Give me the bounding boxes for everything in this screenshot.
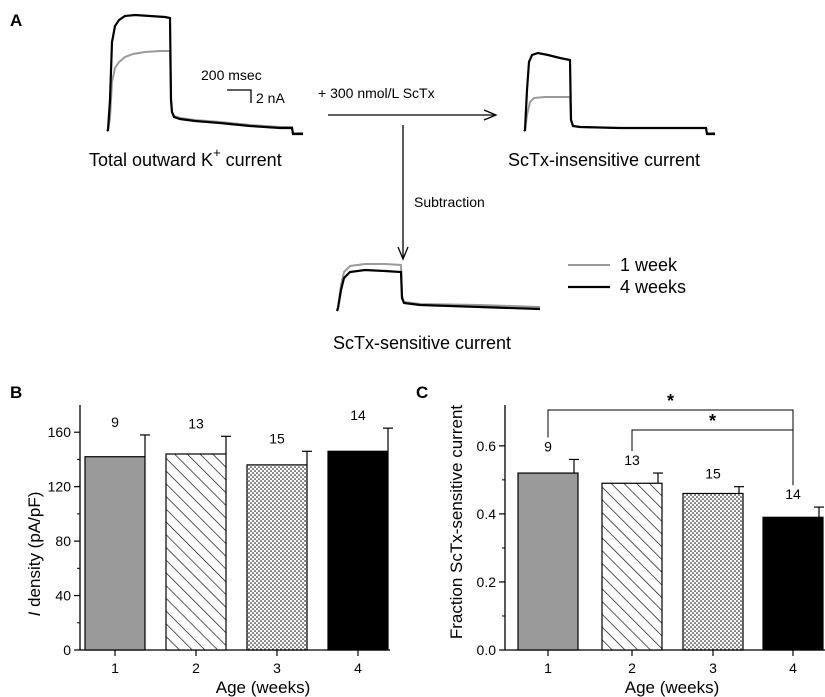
significance-star: *	[667, 391, 674, 411]
bar-week-3	[682, 492, 744, 651]
bar-week-1	[84, 456, 146, 651]
bar-week-2	[165, 453, 227, 651]
y-tick-label: 0.4	[477, 506, 497, 522]
y-tick-label: 0	[63, 642, 71, 658]
sensitive-current-label: ScTx-sensitive current	[333, 333, 511, 353]
scale-bar	[227, 89, 252, 103]
panel-b: B I density (pA/pF) Age (weeks) 0 40 80 120…	[10, 383, 393, 697]
drug-arrow-head	[483, 109, 498, 121]
significance-bracket	[631, 429, 794, 486]
n-label: 15	[705, 466, 721, 482]
y-tick-label: 0.2	[477, 574, 497, 590]
y-tick-label: 0.6	[477, 438, 497, 454]
panel-c-ylabel: Fraction ScTx-sensitive current	[447, 405, 466, 640]
y-tick-label: 120	[48, 479, 72, 495]
n-label: 14	[350, 407, 366, 423]
x-tick-label: 2	[628, 660, 636, 676]
panel-b-ylabel: I density (pA/pF)	[25, 492, 44, 617]
x-tick-label: 4	[354, 660, 362, 676]
panel-b-letter: B	[10, 383, 22, 402]
insensitive-current-traces	[523, 51, 715, 136]
panel-a: A 200 msec 2 nA Total outward K+ current…	[10, 11, 715, 353]
panel-b-xlabel: Age (weeks)	[216, 678, 310, 697]
n-label: 15	[269, 430, 285, 446]
drug-label: + 300 nmol/L ScTx	[318, 85, 435, 101]
x-tick-label: 3	[709, 660, 717, 676]
x-tick-label: 3	[273, 660, 281, 676]
scale-amp-label: 2 nA	[256, 90, 285, 106]
significance-bracket	[547, 409, 794, 486]
total-current-label: Total outward K+ current	[89, 145, 282, 170]
bar-week-4	[327, 450, 389, 651]
bar-week-1	[517, 472, 579, 651]
total-trace-4-weeks	[106, 13, 303, 136]
bar-week-2	[601, 482, 663, 651]
y-tick-label: 0.0	[477, 642, 497, 658]
n-label: 9	[111, 414, 119, 430]
total-current-traces	[106, 13, 303, 136]
y-tick-label: 160	[48, 424, 72, 440]
x-tick-label: 1	[544, 660, 552, 676]
insensitive-trace-4-weeks	[523, 51, 715, 136]
sensitive-current-traces	[335, 263, 541, 312]
n-label: 14	[785, 486, 801, 502]
n-label: 13	[188, 415, 204, 431]
trace-legend: 1 week 4 weeks	[568, 255, 686, 297]
panel-c: C Fraction ScTx-sensitive current Age (w…	[416, 383, 825, 697]
subtraction-label: Subtraction	[414, 194, 485, 210]
n-label: 9	[544, 438, 552, 454]
scale-time-label: 200 msec	[201, 67, 262, 83]
subtraction-arrow-head	[397, 246, 409, 261]
panel-c-letter: C	[416, 383, 428, 402]
bar-week-4	[762, 516, 824, 651]
legend-label-1-week: 1 week	[620, 255, 678, 275]
x-tick-label: 2	[192, 660, 200, 676]
legend-label-4-weeks: 4 weeks	[620, 277, 686, 297]
panel-a-letter: A	[10, 11, 22, 30]
insensitive-current-label: ScTx-insensitive current	[508, 150, 700, 170]
y-tick-label: 40	[55, 588, 71, 604]
y-tick-label: 80	[55, 533, 71, 549]
bar-week-3	[246, 464, 308, 651]
sensitive-trace-4-weeks	[335, 268, 541, 312]
x-tick-label: 1	[111, 660, 119, 676]
panel-c-xlabel: Age (weeks)	[625, 678, 719, 697]
significance-star: *	[709, 411, 716, 431]
n-label: 13	[624, 452, 640, 468]
x-tick-label: 4	[789, 660, 797, 676]
